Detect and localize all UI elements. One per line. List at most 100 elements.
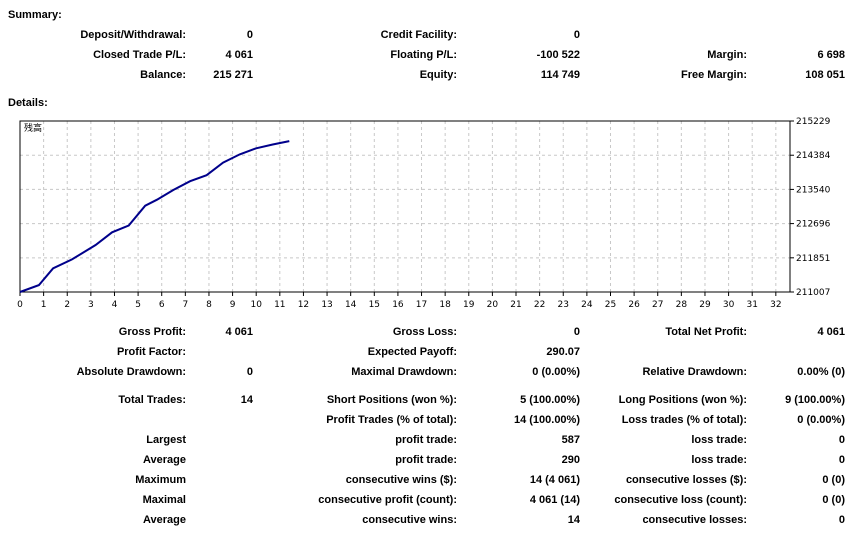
absolute-drawdown-label: Absolute Drawdown: xyxy=(76,366,186,378)
chart-title: 残高 xyxy=(24,122,42,134)
x-tick-label: 6 xyxy=(159,300,165,310)
x-tick-label: 15 xyxy=(369,300,380,310)
closed-trade-pl-label: Closed Trade P/L: xyxy=(93,49,186,61)
long-positions-value: 9 (100.00%) xyxy=(785,394,845,406)
x-tick-label: 14 xyxy=(345,300,357,310)
loss-trades-value: 0 (0.00%) xyxy=(797,414,845,426)
gross-loss-label: Gross Loss: xyxy=(392,326,457,338)
long-positions-label: Long Positions (won %): xyxy=(618,394,747,406)
largest-label: Largest xyxy=(146,434,186,446)
expected-payoff-value: 290.07 xyxy=(546,346,580,358)
x-tick-label: 17 xyxy=(416,300,427,310)
maximal-consecutive-loss-value: 0 (0) xyxy=(822,494,845,506)
floating-pl-label: Floating P/L: xyxy=(390,49,457,61)
short-positions-value: 5 (100.00%) xyxy=(520,394,580,406)
free-margin-label: Free Margin: xyxy=(680,69,747,81)
maximal-drawdown-label: Maximal Drawdown: xyxy=(351,366,457,378)
x-tick-label: 11 xyxy=(274,300,285,310)
total-net-profit-label: Total Net Profit: xyxy=(665,326,747,338)
x-tick-label: 0 xyxy=(17,300,23,310)
x-tick-label: 22 xyxy=(534,300,545,310)
max-consecutive-losses-label: consecutive losses ($): xyxy=(625,474,747,486)
y-axis-ticks: 215229 214384 213540 212696 211851 211007 xyxy=(790,117,831,298)
average-consecutive-wins-label: consecutive wins: xyxy=(362,514,457,526)
profit-trades-value: 14 (100.00%) xyxy=(513,414,580,426)
y-tick-label: 212696 xyxy=(796,220,831,230)
maximal-consecutive-profit-label: consecutive profit (count): xyxy=(318,494,457,506)
average-consecutive-label: Average xyxy=(142,514,186,526)
x-tick-label: 23 xyxy=(558,300,569,310)
largest-loss-label: loss trade: xyxy=(691,434,747,446)
maximal-label: Maximal xyxy=(142,494,186,506)
x-tick-label: 8 xyxy=(206,300,212,310)
x-tick-label: 4 xyxy=(112,300,118,310)
deposit-withdrawal-label: Deposit/Withdrawal: xyxy=(80,29,186,41)
x-tick-label: 26 xyxy=(628,300,640,310)
x-tick-label: 12 xyxy=(298,300,309,310)
profit-trades-label: Profit Trades (% of total): xyxy=(326,414,457,426)
free-margin-value: 108 051 xyxy=(805,69,845,81)
x-tick-label: 29 xyxy=(699,300,711,310)
profit-factor-label: Profit Factor: xyxy=(116,346,186,358)
x-tick-label: 10 xyxy=(250,300,262,310)
largest-profit-label: profit trade: xyxy=(395,434,457,446)
x-tick-label: 30 xyxy=(723,300,735,310)
max-consecutive-wins-label: consecutive wins ($): xyxy=(345,474,457,486)
relative-drawdown-value: 0.00% (0) xyxy=(797,366,845,378)
maximal-drawdown-value: 0 (0.00%) xyxy=(532,366,580,378)
credit-facility-value: 0 xyxy=(573,29,580,41)
x-tick-label: 21 xyxy=(510,300,521,310)
x-tick-label: 28 xyxy=(676,300,688,310)
average-profit-value: 290 xyxy=(561,454,580,466)
y-tick-label: 211851 xyxy=(796,254,830,264)
x-tick-label: 2 xyxy=(64,300,70,310)
y-tick-label: 213540 xyxy=(796,185,831,195)
x-tick-label: 19 xyxy=(463,300,475,310)
average-consecutive-wins-value: 14 xyxy=(567,514,580,526)
x-tick-label: 5 xyxy=(135,300,141,310)
margin-value: 6 698 xyxy=(817,49,845,61)
average-label: Average xyxy=(142,454,186,466)
credit-facility-label: Credit Facility: xyxy=(380,29,457,41)
summary-heading: Summary: xyxy=(8,9,62,21)
max-consecutive-losses-value: 0 (0) xyxy=(822,474,845,486)
x-tick-label: 3 xyxy=(88,300,94,310)
average-loss-label: loss trade: xyxy=(691,454,747,466)
y-tick-label: 211007 xyxy=(796,288,830,298)
loss-trades-label: Loss trades (% of total): xyxy=(621,414,747,426)
x-axis-ticks: 0 1 2 3 4 5 6 7 8 9 10 11 12 13 14 15 16 17 18 19 20 21 22 23 24… xyxy=(17,292,782,310)
y-tick-label: 214384 xyxy=(796,151,831,161)
total-net-profit-value: 4 061 xyxy=(817,326,845,338)
balance-label: Balance: xyxy=(140,69,186,81)
x-tick-label: 18 xyxy=(439,300,451,310)
floating-pl-value: -100 522 xyxy=(536,49,580,61)
largest-loss-value: 0 xyxy=(838,434,845,446)
deposit-withdrawal-value: 0 xyxy=(246,29,253,41)
maximal-consecutive-loss-label: consecutive loss (count): xyxy=(614,494,747,506)
largest-profit-value: 587 xyxy=(561,434,580,446)
chart-grid xyxy=(19,120,790,293)
maximum-label: Maximum xyxy=(135,474,186,486)
total-trades-label: Total Trades: xyxy=(118,394,186,406)
short-positions-label: Short Positions (won %): xyxy=(326,394,457,406)
equity-value: 114 749 xyxy=(540,69,580,81)
average-loss-value: 0 xyxy=(838,454,845,466)
x-tick-label: 1 xyxy=(41,300,47,310)
series-line-balance xyxy=(19,140,290,293)
closed-trade-pl-value: 4 061 xyxy=(225,49,253,61)
x-tick-label: 20 xyxy=(487,300,499,310)
balance-chart: 0 1 2 3 4 5 6 7 8 9 10 11 12 13 14 15 16 17 18 19 20 21 22 23 24… xyxy=(17,117,831,310)
gross-profit-label: Gross Profit: xyxy=(118,326,186,338)
y-tick-label: 215229 xyxy=(796,117,831,127)
absolute-drawdown-value: 0 xyxy=(246,366,253,378)
max-consecutive-wins-value: 14 (4 061) xyxy=(529,474,580,486)
x-tick-label: 16 xyxy=(392,300,404,310)
x-tick-label: 9 xyxy=(230,300,236,310)
average-consecutive-losses-value: 0 xyxy=(838,514,845,526)
x-tick-label: 24 xyxy=(581,300,593,310)
x-tick-label: 27 xyxy=(652,300,663,310)
x-tick-label: 31 xyxy=(746,300,757,310)
x-tick-label: 13 xyxy=(321,300,332,310)
relative-drawdown-label: Relative Drawdown: xyxy=(642,366,747,378)
average-consecutive-losses-label: consecutive losses: xyxy=(642,514,747,526)
